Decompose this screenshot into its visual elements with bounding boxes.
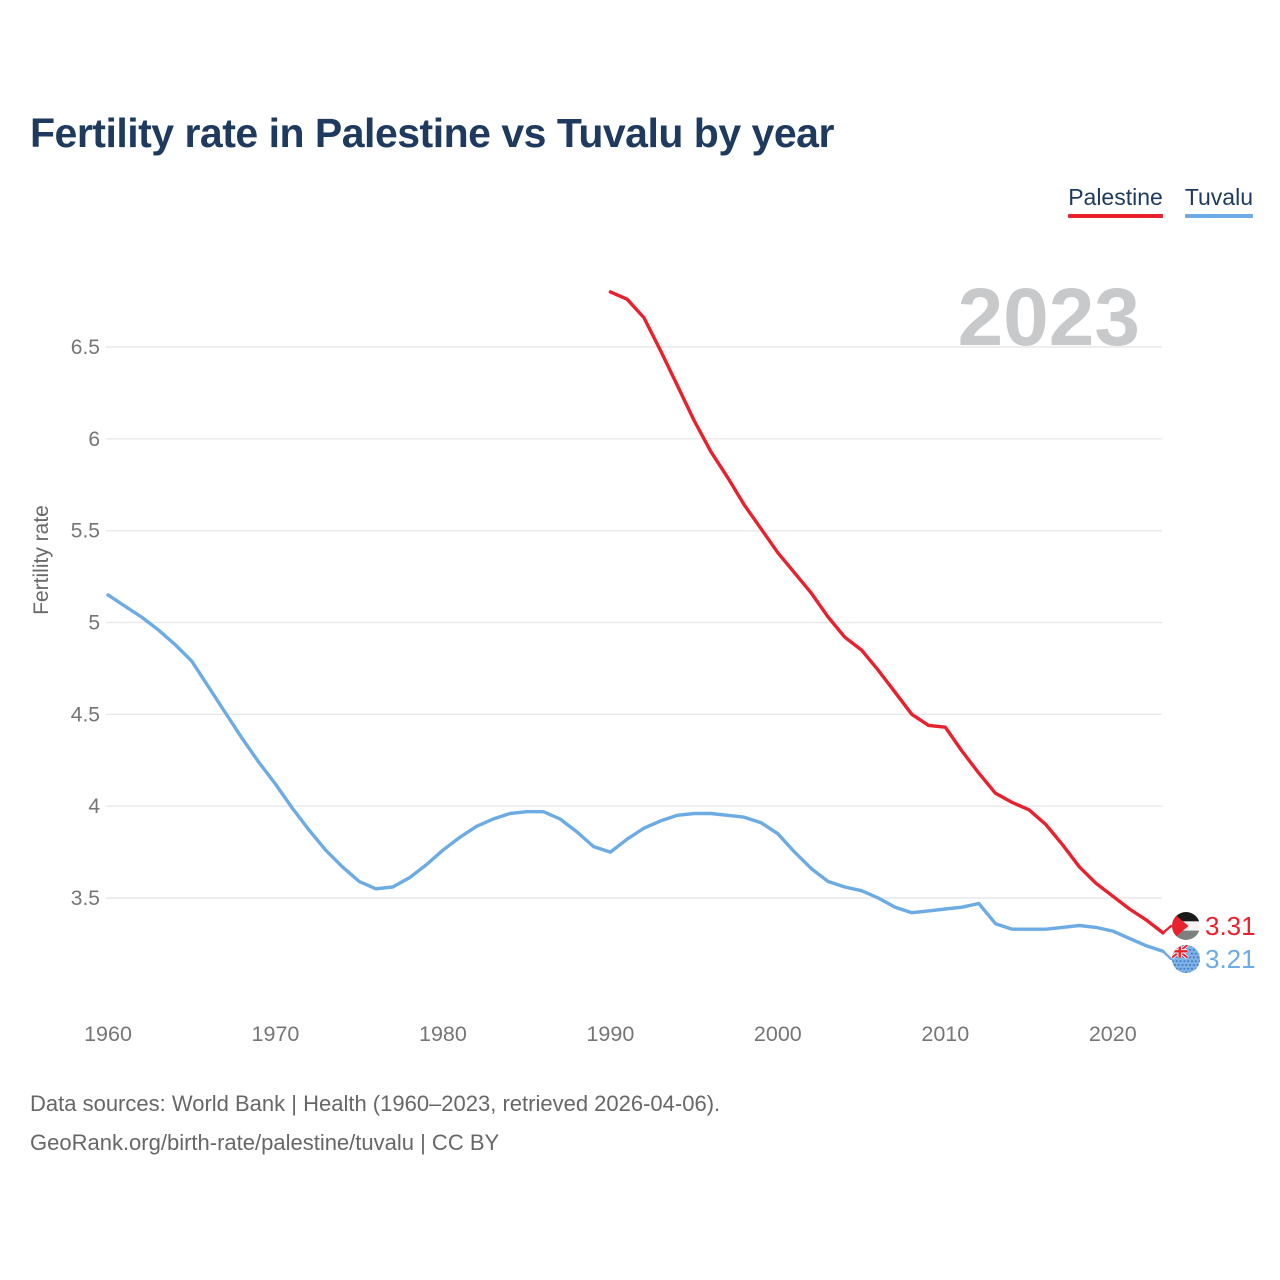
tuvalu-flag-icon bbox=[1172, 945, 1200, 973]
y-tick-label: 4 bbox=[88, 795, 100, 818]
x-axis-tick-labels: 1960 1970 1980 1990 2000 2010 2020 bbox=[84, 1022, 1137, 1046]
data-lines bbox=[106, 290, 1165, 953]
y-axis-title: Fertility rate bbox=[30, 505, 53, 615]
line-palestine bbox=[608, 290, 1165, 935]
y-axis-tick-labels: 6.5 6 5.5 5 4.5 4 3.5 bbox=[71, 336, 101, 910]
y-tick-label: 6 bbox=[88, 428, 100, 451]
footer-attribution: Data sources: World Bank | Health (1960–… bbox=[30, 1084, 720, 1162]
x-tick-label: 2010 bbox=[921, 1022, 969, 1046]
end-connector-palestine bbox=[1161, 924, 1173, 935]
x-tick-label: 1970 bbox=[252, 1022, 300, 1046]
end-connector-tuvalu bbox=[1161, 950, 1173, 961]
y-tick-label: 5 bbox=[88, 612, 100, 635]
legend-label-palestine: Palestine bbox=[1068, 184, 1163, 210]
x-tick-label: 2000 bbox=[754, 1022, 802, 1046]
x-tick-label: 1990 bbox=[586, 1022, 634, 1046]
palestine-flag-icon bbox=[1172, 912, 1200, 940]
end-value-label-tuvalu: 3.21 bbox=[1205, 944, 1256, 974]
legend-swatch-tuvalu bbox=[1184, 214, 1253, 218]
footer-line-sources: Data sources: World Bank | Health (1960–… bbox=[30, 1091, 721, 1116]
y-tick-label: 3.5 bbox=[71, 887, 100, 910]
gridlines bbox=[106, 346, 1162, 899]
y-tick-label: 4.5 bbox=[71, 703, 100, 726]
end-value-label-palestine: 3.31 bbox=[1205, 911, 1256, 941]
x-tick-label: 2020 bbox=[1089, 1022, 1137, 1046]
chart-legend: Palestine Tuvalu bbox=[1068, 184, 1253, 218]
legend-label-tuvalu: Tuvalu bbox=[1184, 184, 1253, 210]
y-tick-label: 5.5 bbox=[71, 520, 100, 543]
end-connectors bbox=[1161, 924, 1173, 961]
legend-item-tuvalu[interactable]: Tuvalu bbox=[1184, 184, 1253, 218]
year-watermark: 2023 bbox=[958, 272, 1140, 363]
legend-item-palestine[interactable]: Palestine bbox=[1068, 184, 1163, 218]
legend-swatch-palestine bbox=[1068, 214, 1163, 218]
x-tick-label: 1960 bbox=[84, 1022, 132, 1046]
footer-line-license: GeoRank.org/birth-rate/palestine/tuvalu … bbox=[30, 1130, 500, 1155]
line-tuvalu bbox=[106, 593, 1165, 953]
page-title: Fertility rate in Palestine vs Tuvalu by… bbox=[30, 110, 834, 156]
y-tick-label: 6.5 bbox=[71, 336, 100, 359]
x-tick-label: 1980 bbox=[419, 1022, 467, 1046]
